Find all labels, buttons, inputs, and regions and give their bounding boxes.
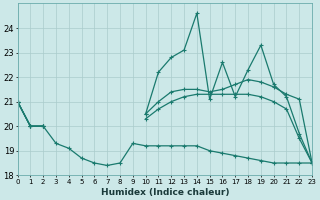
X-axis label: Humidex (Indice chaleur): Humidex (Indice chaleur) <box>100 188 229 197</box>
